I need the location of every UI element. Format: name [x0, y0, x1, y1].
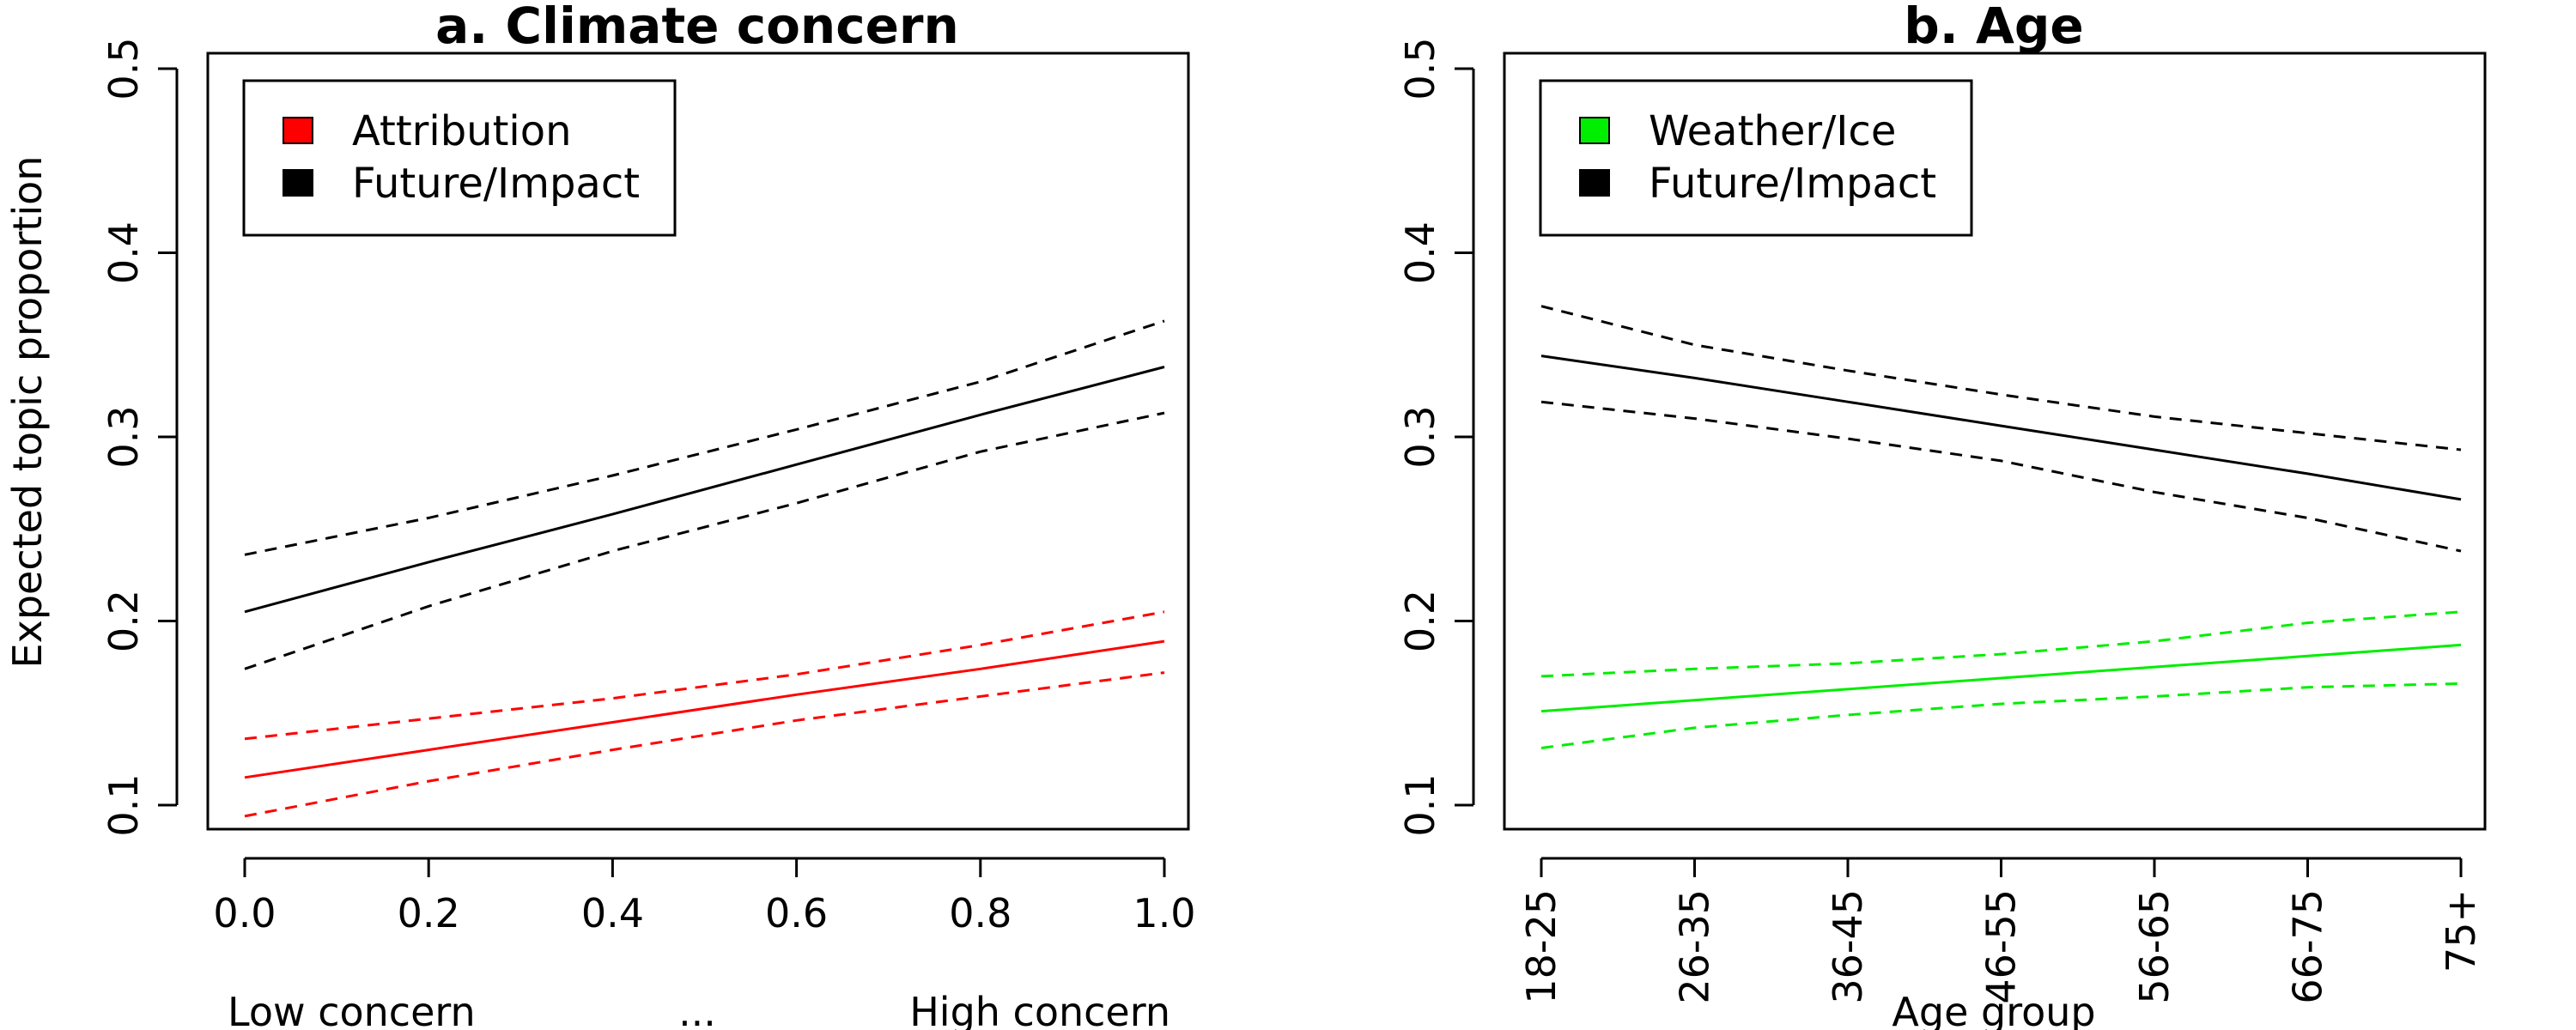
panel-b-x-tick-label: 36-45	[1825, 889, 1871, 1004]
series-future-impact-upper-ci	[244, 319, 1165, 556]
legend-label-future-impact: Future/Impact	[1649, 160, 1936, 208]
panel-b-y-tick-label: 0.2	[1397, 590, 1443, 652]
panel-b-x-tick-label: 56-65	[2131, 889, 2178, 1004]
x-annotation-ellipsis: ...	[678, 989, 716, 1030]
x-annotation-high: High concern	[909, 989, 1170, 1030]
series-weather-ice-upper-ci	[1540, 610, 2462, 678]
panel-b-y-tick-label: 0.4	[1397, 221, 1443, 284]
series-attribution-lower-ci	[244, 671, 1165, 818]
panel-a-y-tick-label: 0.1	[100, 773, 147, 836]
panel-b-title: b. Age	[1904, 0, 2084, 55]
panel-age: b. Age 0.1 0.2 0.3 0.4 0.5 18-25 26-35 36-45 46-…	[1397, 0, 2487, 1030]
legend-key-future-impact	[283, 169, 313, 197]
legend-key-attribution	[283, 117, 313, 144]
legend-key-weather-ice	[1579, 117, 1610, 144]
panel-b-x-tick-label: 75+	[2438, 889, 2484, 972]
panel-a-y-tick-label: 0.5	[100, 37, 147, 100]
panel-a-x-tick-label: 0.2	[398, 890, 460, 936]
panel-b-legend: Weather/Ice Future/Impact	[1539, 79, 1973, 237]
panel-a-legend: Attribution Future/Impact	[242, 79, 677, 237]
panel-a-axes: 0.1 0.2 0.3 0.4 0.5 0.0 0.2 0.4 0.6 0.8 1.0	[100, 37, 1196, 936]
panel-a-y-tick-label: 0.3	[100, 405, 147, 468]
panel-b-x-axis-label: Age group	[1892, 989, 2095, 1030]
panel-b-y-tick-label: 0.5	[1397, 37, 1443, 100]
panel-b-x-tick-label: 26-35	[1672, 889, 1718, 1004]
panel-b-y-tick-label: 0.3	[1397, 405, 1443, 468]
series-attribution-mean	[244, 639, 1165, 779]
panel-a-x-tick-label: 0.8	[949, 890, 1012, 936]
panel-b-series	[1540, 305, 2462, 749]
series-future-impact-mean	[244, 366, 1165, 614]
legend-label-future-impact: Future/Impact	[352, 160, 640, 208]
series-attribution-upper-ci	[244, 610, 1165, 741]
panel-b-y-tick-label: 0.1	[1397, 773, 1443, 836]
x-annotation-low: Low concern	[228, 989, 476, 1030]
panel-a-plot-box	[206, 52, 1190, 831]
panel-b-x-tick-label: 46-55	[1978, 889, 2025, 1004]
panel-a-y-tick-label: 0.2	[100, 590, 147, 652]
panel-a-title: a. Climate concern	[435, 0, 959, 55]
legend-label-attribution: Attribution	[352, 107, 572, 155]
legend-box	[1539, 79, 1973, 237]
panel-a-x-tick-label: 0.4	[581, 890, 644, 936]
panel-a-series	[244, 319, 1165, 818]
series-future-impact-lower-ci	[244, 411, 1165, 670]
legend-box	[242, 79, 677, 237]
series-future-impact-lower-ci	[1540, 400, 2462, 553]
panel-a-x-tick-label: 0.0	[213, 890, 276, 936]
panel-b-x-tick-label: 66-75	[2285, 889, 2331, 1004]
panel-b-plot-box	[1503, 52, 2487, 831]
panel-a-y-tick-label: 0.4	[100, 221, 147, 284]
panel-a-x-tick-label: 1.0	[1133, 890, 1195, 936]
series-weather-ice-lower-ci	[1540, 682, 2462, 749]
panel-a-x-tick-label: 0.6	[765, 890, 828, 936]
panel-climate-concern: a. Climate concern 0.1 0.2 0.3 0.4 0.5 0.0 0.2…	[100, 0, 1196, 1030]
series-future-impact-upper-ci	[1540, 305, 2462, 451]
legend-key-future-impact	[1579, 169, 1610, 197]
panel-b-axes: 0.1 0.2 0.3 0.4 0.5 18-25 26-35 36-45 46-55 56-65…	[1397, 37, 2484, 1003]
series-weather-ice-mean	[1540, 643, 2462, 713]
series-future-impact-mean	[1540, 354, 2462, 501]
panel-b-x-tick-label: 18-25	[1518, 889, 1564, 1004]
y-axis-label: Expected topic proportion	[4, 156, 51, 669]
legend-label-weather-ice: Weather/Ice	[1649, 107, 1896, 155]
panel-a-x-annotations: Low concern ... High concern	[228, 989, 1170, 1030]
